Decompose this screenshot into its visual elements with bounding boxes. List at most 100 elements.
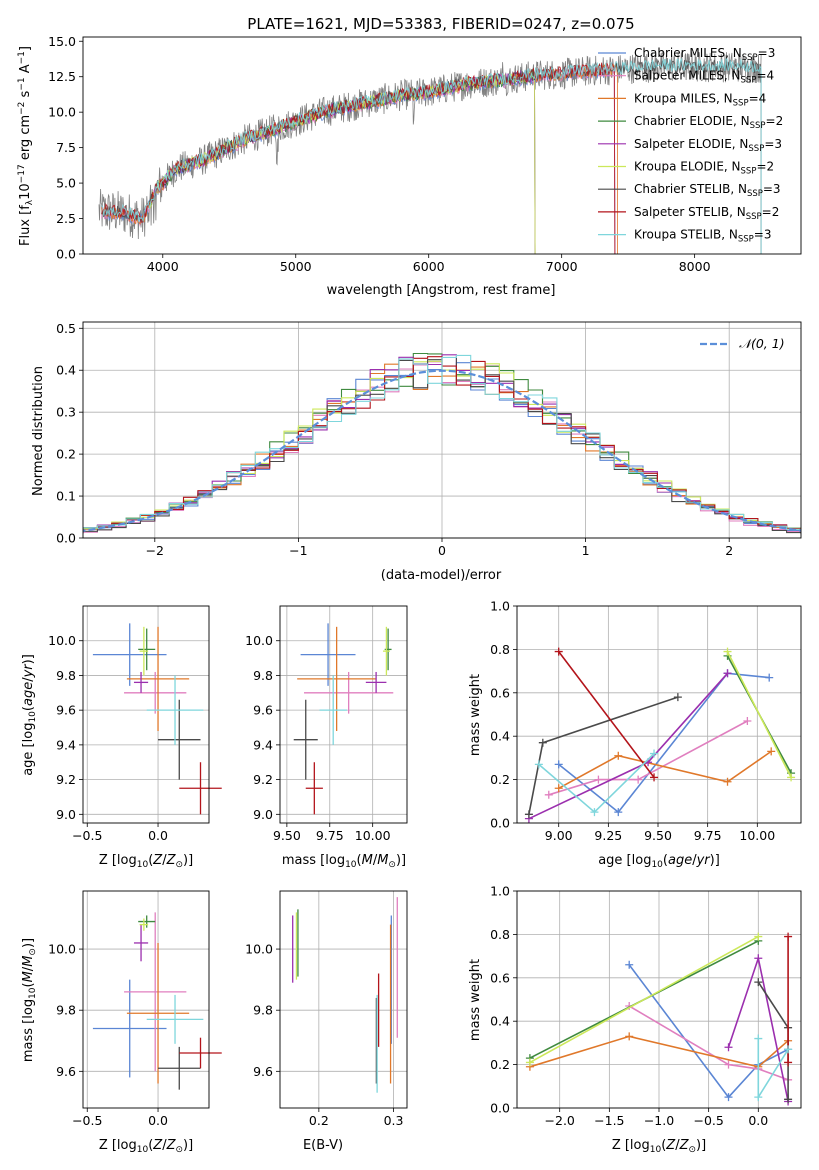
x-tick-label: 9.25 [594, 828, 622, 843]
age-vs-z-x-axis-label: Z [log10(Z/Z⊙)] [99, 853, 193, 870]
massweight-vs-Z-series [525, 932, 793, 1106]
y-tick-label: 0.8 [490, 642, 510, 657]
x-tick-label: 9.50 [644, 828, 672, 843]
plot-layer: 4000 5000 6000 7000 80000.02.55.07.510.012.5… [17, 34, 802, 1155]
series-line [548, 720, 748, 796]
mass-vs-ebv-points [292, 897, 398, 1093]
x-tick-label: 9.00 [545, 828, 573, 843]
y-tick-label: 10.0 [245, 942, 273, 957]
y-tick-label: 9.8 [253, 668, 273, 683]
x-tick-label: −0.5 [693, 1113, 723, 1128]
age-vs-Z-points [92, 623, 222, 815]
y-tick-label: 9.2 [253, 772, 273, 787]
series-marker [754, 1093, 763, 1102]
y-tick-label: 0.6 [490, 685, 510, 700]
y-tick-label: 0.0 [490, 1101, 510, 1116]
x-tick-label: 2 [725, 543, 733, 558]
y-tick-label: 12.5 [48, 69, 76, 84]
x-tick-label: 0.2 [309, 1113, 329, 1128]
spectrum-frame [82, 36, 802, 255]
legend-entry: Chabrier ELODIE, NSSP=2 [634, 114, 783, 131]
x-tick-label: −1.5 [594, 1113, 624, 1128]
series-marker [723, 777, 732, 786]
x-tick-label: 0.0 [148, 1113, 168, 1128]
legend-entry: Chabrier MILES, NSSP=3 [634, 46, 775, 63]
series-marker [590, 808, 599, 817]
x-tick-label: 9.50 [273, 828, 301, 843]
series-line [726, 651, 792, 778]
y-tick-label: 9.4 [56, 737, 76, 752]
x-tick-label: 10.00 [739, 828, 775, 843]
x-tick-label: 0.0 [748, 1113, 768, 1128]
normal-reference-curve [83, 369, 801, 532]
series-marker [554, 647, 563, 656]
mass-vs-ebv-axes: 0.2 0.3 9.6 9.8 10.0 [245, 891, 407, 1128]
mass-vs-ebv-frame [279, 890, 408, 1109]
series-marker [614, 808, 623, 817]
y-tick-label: 9.8 [56, 1003, 76, 1018]
y-tick-label: 0.2 [490, 772, 510, 787]
y-tick-label: 1.0 [490, 599, 510, 614]
series-marker [784, 1095, 793, 1104]
series-marker [650, 773, 659, 782]
legend-entry: Salpeter STELIB, NSSP=2 [634, 205, 779, 222]
series-marker [538, 738, 547, 747]
x-tick-label: 0.3 [384, 1113, 404, 1128]
y-tick-label: 0.2 [490, 1057, 510, 1072]
y-tick-label: 15.0 [48, 34, 76, 49]
x-tick-label: 6000 [413, 259, 445, 274]
mass-y-axis-label: mass [log10(M/M⊙)] [21, 938, 38, 1062]
series-marker [625, 960, 634, 969]
x-tick-label: −2 [146, 543, 164, 558]
series-marker [723, 669, 732, 678]
y-tick-label: 9.8 [56, 668, 76, 683]
residuals-axes: −2 −1 0 1 2 0.0 0.1 0.2 0.3 0.4 0.5 [56, 321, 801, 558]
y-tick-label: 9.6 [56, 1064, 76, 1079]
series-marker [787, 773, 796, 782]
y-tick-label: 10.0 [48, 105, 76, 120]
age-vs-mass-frame [279, 605, 408, 824]
series-line [558, 651, 655, 778]
y-tick-label: 10.0 [48, 942, 76, 957]
mass-vs-z-x-axis-label: Z [log10(Z/Z⊙)] [99, 1138, 193, 1155]
series-marker [784, 1045, 793, 1054]
massweight-vs-age-series [524, 647, 796, 823]
y-tick-label: 0.8 [490, 927, 510, 942]
y-tick-label: 9.2 [56, 772, 76, 787]
spectrum-legend: Chabrier MILES, NSSP=3 Salpeter MILES, NS… [598, 46, 783, 245]
series-line [628, 964, 789, 1099]
series-marker [724, 1093, 733, 1102]
mass-vs-Z-frame [82, 890, 210, 1109]
y-tick-label: 0.0 [56, 247, 76, 262]
massweight-vs-Z-axes: −2.0 −1.5 −1.0 −0.5 0.0 0.0 0.2 0.4 0.6 0.8 1.0 [490, 884, 801, 1128]
series-marker [754, 1034, 763, 1043]
spectrum-lines [98, 50, 762, 254]
series-marker [784, 1058, 793, 1067]
y-tick-label: 0.4 [56, 363, 76, 378]
legend-entry: Kroupa STELIB, NSSP=3 [634, 228, 772, 245]
series-marker [534, 760, 543, 769]
y-tick-label: 10.0 [245, 633, 273, 648]
y-tick-label: 9.6 [253, 1064, 273, 1079]
series-marker [784, 932, 793, 941]
spectrum-x-axis-label: wavelength [Angstrom, rest frame] [327, 283, 556, 298]
age-vs-Z-frame [82, 605, 210, 824]
spectrum-title: PLATE=1621, MJD=53383, FIBERID=0247, z=0… [247, 15, 634, 33]
age-y-axis-label: age [log10(age/yr)] [21, 654, 38, 776]
y-tick-label: 2.5 [56, 211, 76, 226]
y-tick-label: 0.5 [56, 321, 76, 336]
series-marker [724, 1060, 733, 1069]
massweight-vs-age-frame [516, 605, 802, 824]
x-tick-label: 10.00 [355, 828, 391, 843]
massweight-z-y-axis-label: mass weight [468, 959, 483, 1041]
series-marker [724, 1043, 733, 1052]
y-tick-label: 0.4 [490, 1014, 510, 1029]
age-vs-mass-axes: 9.50 9.75 10.00 9.0 9.2 9.4 9.6 9.8 10.0 [245, 606, 407, 843]
legend-entry: Salpeter MILES, NSSP=4 [634, 69, 774, 86]
x-tick-label: 0 [438, 543, 446, 558]
legend-entry: Chabrier STELIB, NSSP=3 [634, 182, 781, 199]
x-tick-label: −0.5 [72, 1113, 102, 1128]
x-tick-label: 1 [582, 543, 590, 558]
